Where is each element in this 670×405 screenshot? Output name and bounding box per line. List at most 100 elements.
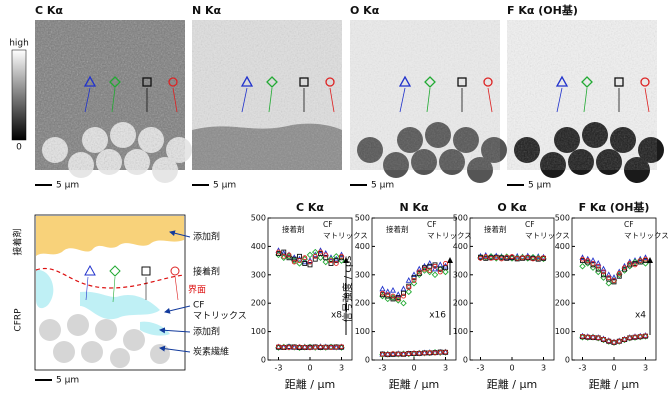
x-tick-label: 0 — [509, 364, 514, 373]
x-tick-label: -3 — [477, 364, 485, 373]
point — [416, 269, 422, 275]
point — [380, 290, 385, 296]
point — [590, 260, 596, 266]
annotation: マトリックス — [525, 231, 570, 240]
point — [395, 351, 401, 357]
point — [595, 335, 601, 341]
point — [286, 252, 292, 258]
point — [390, 296, 396, 302]
scale-label: 5 μm — [213, 181, 236, 191]
map-line — [644, 87, 650, 113]
point — [611, 339, 617, 345]
point — [291, 344, 297, 350]
map-marker — [581, 76, 593, 88]
y-tick-label: 100 — [555, 327, 570, 336]
point — [395, 295, 401, 300]
schematic-label: 炭素繊維 — [193, 346, 229, 358]
schematic-label: CF — [193, 301, 204, 311]
point — [535, 255, 541, 261]
multiplier-label: x4 — [635, 311, 646, 321]
map-noise — [192, 20, 342, 170]
point — [422, 266, 427, 272]
maps: C Kα 5 μm N Kα 5 μm O Kα 5 μm F Kα (OH基) 5 μm — [35, 3, 664, 191]
point — [637, 333, 643, 339]
map-line — [487, 87, 493, 113]
point — [605, 280, 612, 287]
side-label: CFRP — [14, 308, 24, 332]
y-axis-label: 信号強度 / cps — [341, 256, 354, 323]
point — [601, 272, 606, 278]
y-tick-label: 0 — [565, 356, 570, 365]
point — [333, 258, 339, 264]
y-tick-label: 200 — [355, 299, 370, 308]
point — [627, 260, 633, 266]
point — [297, 258, 302, 264]
map-title: N Kα — [192, 4, 222, 17]
annotation: マトリックス — [427, 231, 472, 240]
y-tick-label: 0 — [261, 356, 266, 365]
map-marker — [398, 75, 412, 87]
point — [589, 257, 597, 263]
chart-title: O Kα — [497, 201, 527, 214]
point — [611, 279, 617, 285]
x-tick-label: 0 — [611, 364, 616, 373]
x-tick-label: -3 — [275, 364, 283, 373]
x-tick-label: 3 — [541, 364, 546, 373]
point — [530, 256, 536, 262]
point — [339, 255, 344, 261]
point — [427, 268, 433, 273]
annotation: 接着剤 — [386, 224, 409, 234]
map-marker — [240, 75, 254, 87]
chart-title: C Kα — [296, 201, 324, 214]
point — [432, 262, 438, 268]
map-line — [111, 87, 116, 113]
point — [411, 350, 417, 356]
point — [389, 286, 397, 293]
point — [601, 269, 606, 275]
y-tick-label: 200 — [453, 299, 468, 308]
point — [431, 265, 439, 272]
schematic-label: マトリックス — [193, 311, 247, 322]
map-title: O Kα — [350, 4, 380, 17]
point — [318, 251, 323, 256]
map-marker — [457, 77, 467, 87]
point — [322, 258, 329, 266]
map-marker — [614, 77, 624, 87]
schematic — [34, 214, 191, 381]
point — [616, 338, 622, 344]
point — [595, 266, 601, 272]
colorbar — [11, 49, 27, 141]
y-tick-label: 200 — [251, 299, 266, 308]
point — [595, 259, 602, 266]
point — [406, 283, 412, 289]
point — [504, 254, 510, 260]
map-marker — [168, 77, 178, 87]
point — [606, 338, 612, 344]
point — [610, 274, 618, 280]
point — [339, 253, 344, 259]
y-tick-label: 500 — [355, 214, 370, 223]
schematic-label: 界面 — [188, 285, 206, 296]
y-tick-label: 300 — [555, 270, 570, 279]
point — [318, 344, 323, 350]
point — [395, 296, 401, 302]
y-tick-label: 300 — [355, 270, 370, 279]
annotation: マトリックス — [624, 231, 669, 240]
point — [302, 260, 308, 266]
point — [323, 255, 329, 261]
point — [333, 344, 339, 350]
point — [400, 299, 407, 307]
map-line — [583, 87, 588, 113]
point — [616, 273, 622, 279]
point — [541, 255, 546, 261]
point — [390, 293, 396, 299]
x-tick-label: 3 — [643, 364, 648, 373]
point — [622, 265, 627, 271]
map-line — [426, 87, 431, 113]
scale-label: 5 μm — [528, 181, 551, 191]
point — [380, 292, 385, 298]
x-tick-label: 0 — [307, 364, 312, 373]
map-line — [84, 87, 91, 113]
point — [416, 265, 423, 272]
y-tick-label: 100 — [355, 327, 370, 336]
